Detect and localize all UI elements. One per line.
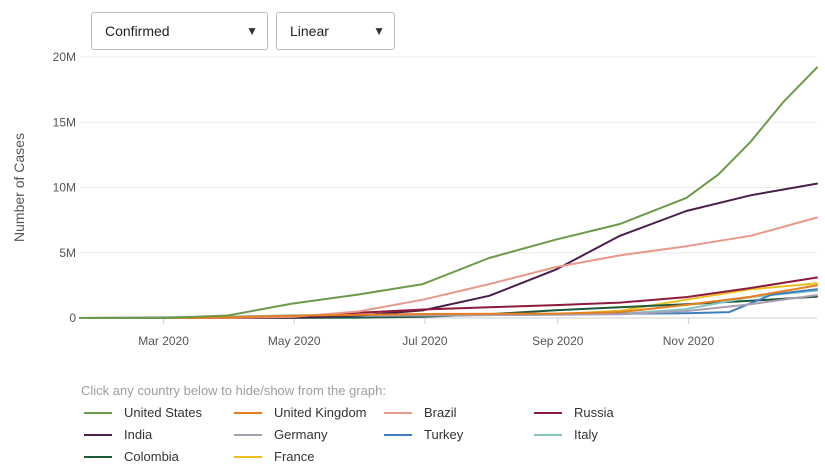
y-axis-label: Number of Cases [11,133,27,242]
legend-item-germany[interactable]: Germany [234,425,384,444]
legend-swatch [234,411,262,414]
y-tick-label: 0 [69,311,76,325]
y-tick-label: 10M [53,181,76,195]
scale-select[interactable]: Linear ▼ [276,12,395,50]
legend-swatch [84,433,112,436]
legend-label: Italy [574,427,598,442]
x-tick-label: Jul 2020 [402,334,448,348]
series-line-united-kingdom [79,284,818,319]
legend-swatch [384,433,412,436]
chevron-down-icon: ▼ [373,24,385,38]
legend-item-turkey[interactable]: Turkey [384,425,534,444]
y-tick-label: 5M [59,246,76,260]
legend-item-india[interactable]: India [84,425,234,444]
legend-label: Colombia [124,449,179,464]
y-tick-label: 15M [53,115,76,129]
legend-label: Turkey [424,427,464,442]
legend-swatch [534,433,562,436]
legend: United States United Kingdom Brazil Russia I… [84,403,824,466]
legend-swatch [534,411,562,414]
legend-item-france[interactable]: France [234,447,384,466]
legend-item-united-states[interactable]: United States [84,403,234,422]
legend-item-italy[interactable]: Italy [534,425,684,444]
legend-item-russia[interactable]: Russia [534,403,684,422]
legend-swatch [84,455,112,458]
scale-select-value: Linear [290,23,329,39]
legend-label: Brazil [424,405,457,420]
legend-item-brazil[interactable]: Brazil [384,403,534,422]
legend-swatch [234,433,262,436]
legend-label: Russia [574,405,614,420]
y-tick-label: 20M [53,50,76,64]
legend-item-colombia[interactable]: Colombia [84,447,234,466]
legend-label: France [274,449,315,464]
legend-swatch [84,411,112,414]
legend-swatch [384,411,412,414]
legend-hint: Click any country below to hide/show fro… [81,383,386,398]
legend-label: Germany [274,427,328,442]
series-line-united-states [79,66,818,319]
x-tick-label: Mar 2020 [138,334,189,348]
x-tick-label: Sep 2020 [532,334,584,348]
chevron-down-icon: ▼ [246,24,258,38]
legend-item-united-kingdom[interactable]: United Kingdom [234,403,384,422]
x-tick-label: Nov 2020 [663,334,715,348]
legend-label: United States [124,405,203,420]
cases-line-chart: 0 5M 10M 15M 20M Mar 2020 May 2020 Jul 2020 Sep … [11,50,818,348]
x-tick-label: May 2020 [268,334,321,348]
legend-label: India [124,427,153,442]
legend-label: United Kingdom [274,405,367,420]
metric-select[interactable]: Confirmed ▼ [91,12,268,50]
legend-swatch [234,455,262,458]
metric-select-value: Confirmed [105,23,170,39]
series-line-india [79,182,818,319]
